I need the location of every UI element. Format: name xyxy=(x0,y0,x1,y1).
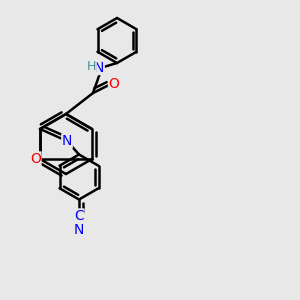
Text: O: O xyxy=(30,152,41,166)
Text: O: O xyxy=(109,77,119,91)
Text: C: C xyxy=(74,209,84,223)
Text: N: N xyxy=(74,223,84,236)
Text: H: H xyxy=(87,59,96,73)
Text: N: N xyxy=(94,61,104,74)
Text: N: N xyxy=(62,134,72,148)
